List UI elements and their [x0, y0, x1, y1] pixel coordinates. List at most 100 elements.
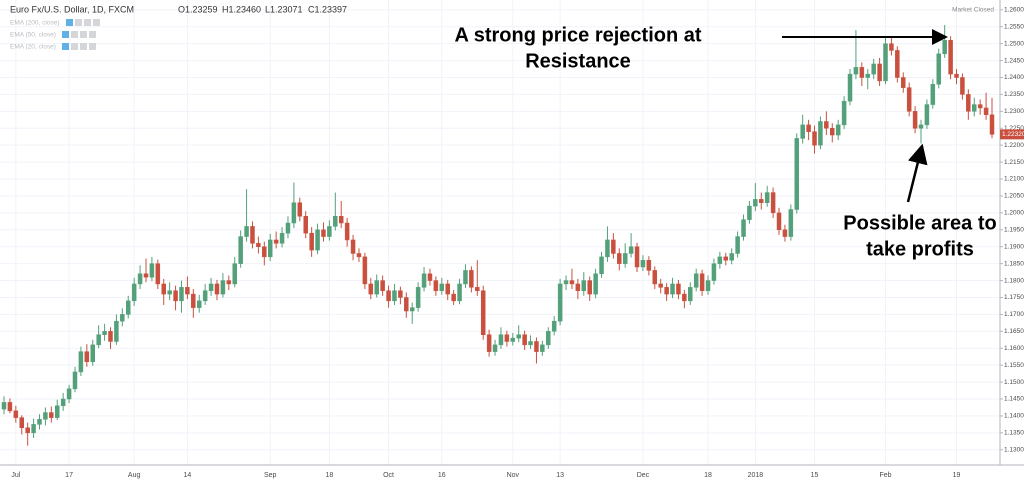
candle-body — [43, 412, 48, 420]
candle-body — [143, 273, 149, 278]
candle-body — [942, 40, 947, 55]
candle-body — [516, 334, 521, 339]
y-tick-label: 1.19000 — [1004, 243, 1024, 250]
candle-body — [404, 297, 409, 312]
y-tick-label: 1.26000 — [1004, 7, 1024, 14]
candle-body — [924, 104, 930, 126]
candle-body — [120, 314, 125, 322]
y-tick-label: 1.25500 — [1004, 23, 1024, 30]
candle-body — [161, 283, 166, 295]
y-tick-label: 1.22000 — [1004, 142, 1024, 149]
y-tick-label: 1.16000 — [1004, 345, 1024, 352]
x-tick-label: 18 — [325, 472, 333, 479]
candle-body — [433, 280, 439, 291]
candle-body — [114, 320, 119, 342]
x-tick-label: 13 — [556, 472, 564, 479]
candle-body — [238, 236, 243, 264]
candle-body — [528, 341, 533, 346]
candle-body — [315, 229, 320, 251]
candle-body — [593, 273, 598, 295]
indicator-label[interactable]: EMA (200, close) — [10, 20, 60, 27]
candle-body — [812, 131, 817, 146]
indicator-label[interactable]: EMA (20, close) — [10, 44, 56, 51]
candle-body — [409, 307, 415, 312]
candle-body — [936, 53, 942, 85]
candle-body — [930, 84, 936, 105]
candle-body — [19, 417, 24, 429]
candle-body — [415, 287, 421, 308]
candle-body — [699, 273, 705, 291]
ohlc-close: C1.23397 — [308, 4, 347, 14]
candle-body — [534, 341, 539, 352]
annotation: take profits — [866, 238, 974, 260]
candle-body — [824, 121, 829, 129]
candle-body — [78, 351, 84, 373]
candle-body — [895, 50, 900, 78]
candle-body — [179, 287, 184, 302]
ohlc-high: H1.23460 — [222, 4, 261, 14]
annotation: Resistance — [525, 50, 631, 72]
candle-body — [599, 256, 604, 275]
candle-body — [646, 260, 652, 271]
y-tick-label: 1.23500 — [1004, 91, 1024, 98]
y-tick-label: 1.15500 — [1004, 362, 1024, 369]
candle-body — [688, 287, 693, 302]
candle-body — [380, 280, 385, 291]
annotation: A strong price rejection at — [454, 24, 701, 46]
candle-body — [546, 331, 551, 346]
candle-body — [451, 293, 456, 302]
candle-body — [267, 239, 273, 258]
candle-body — [972, 104, 977, 112]
candle-body — [226, 280, 232, 285]
candle-body — [853, 67, 859, 75]
candle-body — [344, 222, 350, 241]
candle-body — [794, 138, 800, 210]
candle-body — [125, 300, 131, 315]
last-price-marker — [1000, 129, 1024, 140]
candle-body — [729, 253, 734, 261]
candle-body — [788, 209, 794, 237]
candle-body — [960, 77, 965, 95]
annotation-arrow — [906, 143, 928, 203]
candle-body — [741, 219, 746, 237]
candle-body — [581, 280, 587, 291]
candle-body — [871, 63, 876, 75]
candle-body — [108, 331, 113, 342]
x-tick-label: Dec — [637, 472, 650, 479]
candle-body — [983, 107, 989, 115]
ohlc-open: O1.23259 — [178, 4, 218, 14]
x-tick-label: 19 — [953, 472, 961, 479]
candle-body — [445, 283, 450, 295]
candle-body — [427, 273, 433, 281]
candle-body — [309, 232, 314, 251]
candle-body — [469, 270, 474, 288]
candle-body — [883, 43, 888, 82]
candle-body — [96, 334, 101, 346]
y-tick-label: 1.16500 — [1004, 328, 1024, 335]
x-tick-label: 2018 — [748, 472, 764, 479]
candle-body — [196, 300, 202, 308]
candle-body — [504, 334, 510, 342]
candle-body — [167, 290, 172, 295]
candle-body — [368, 283, 374, 295]
candle-body — [918, 124, 924, 129]
candle-body — [54, 405, 60, 418]
indicator-label[interactable]: EMA (50, close) — [10, 32, 56, 39]
candle-body — [877, 63, 882, 82]
candle-body — [338, 216, 344, 224]
candle-body — [611, 239, 616, 254]
y-tick-label: 1.15000 — [1004, 379, 1024, 386]
x-tick-label: Jul — [11, 472, 20, 479]
candle-body — [1, 402, 7, 410]
y-tick-label: 1.21500 — [1004, 159, 1024, 166]
candle-body — [291, 202, 297, 224]
candle-body — [966, 94, 971, 112]
candle-body — [634, 246, 640, 268]
x-tick-label: 18 — [704, 472, 712, 479]
y-tick-label: 1.24500 — [1004, 57, 1024, 64]
candle-body — [84, 351, 90, 363]
candle-body — [498, 334, 504, 346]
candle-body — [551, 320, 557, 332]
candle-body — [327, 226, 332, 237]
candle-body — [374, 280, 379, 295]
